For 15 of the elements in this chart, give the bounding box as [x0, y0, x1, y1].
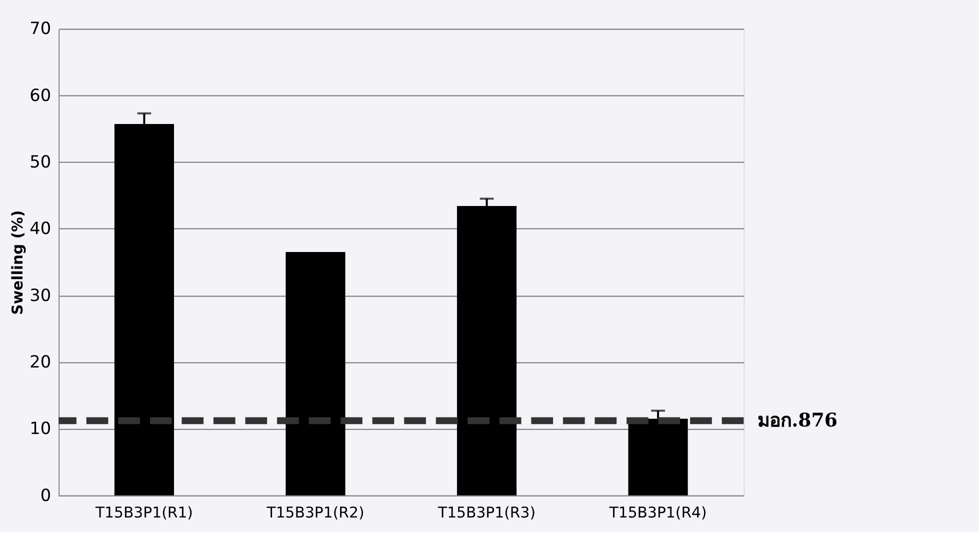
y-tick-label: 40	[30, 218, 52, 238]
y-tick-label: 50	[30, 151, 52, 172]
ref-line-label: มอก.876	[758, 410, 838, 432]
x-tick-label: T15B3P1(R1)	[94, 504, 193, 522]
y-axis-title: Swelling (%)	[8, 210, 27, 315]
y-tick-label: 30	[30, 284, 52, 305]
x-tick-label: T15B3P1(R2)	[266, 504, 364, 522]
x-tick-label: T15B3P1(R3)	[437, 504, 536, 522]
y-tick-label: 0	[40, 484, 52, 505]
bar	[286, 252, 346, 496]
y-tick-label: 20	[30, 351, 52, 372]
y-tick-label: 70	[30, 18, 52, 38]
x-tick-label: T15B3P1(R4)	[608, 504, 707, 522]
y-tick-label: 10	[30, 418, 52, 438]
y-tick-label: 60	[30, 84, 52, 105]
